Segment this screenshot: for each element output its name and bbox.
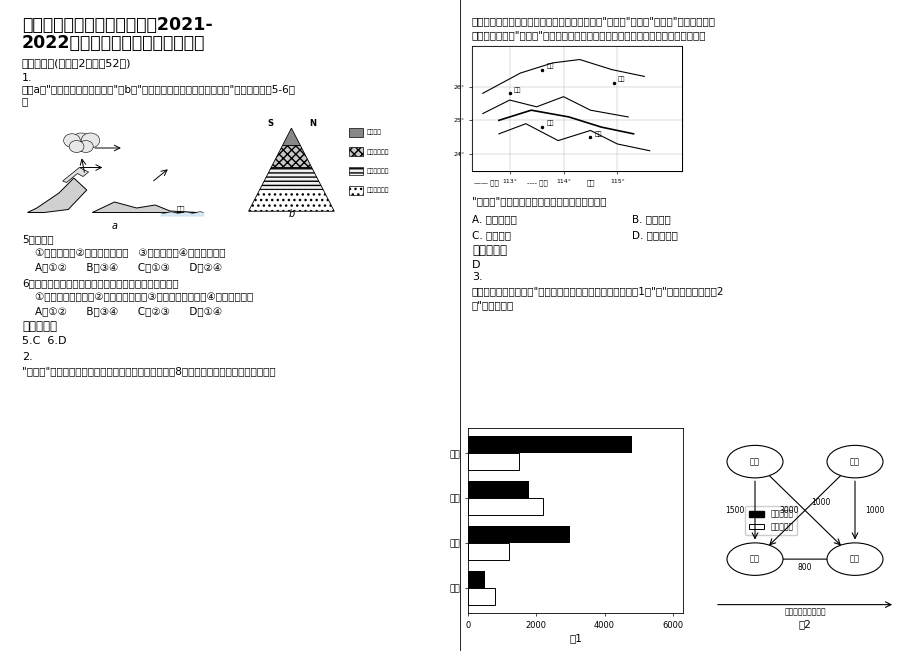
Text: 2.: 2. [22, 352, 33, 362]
Text: 红色砂砾岩山区，同时也是革命老区，故被称为"红三角"地区。"红三角"地区以广州南: 红色砂砾岩山区，同时也是革命老区，故被称为"红三角"地区。"红三角"地区以广州南 [471, 16, 715, 26]
Text: ①坡面汇流速度加快②水汽输送量减少③蒸腾、蒸发量加大④地下经流减少: ①坡面汇流速度加快②水汽输送量减少③蒸腾、蒸发量加大④地下经流减少 [22, 292, 253, 302]
Polygon shape [259, 167, 323, 189]
Text: A. 热量、光照: A. 热量、光照 [471, 214, 516, 224]
Text: 参考答案：: 参考答案： [471, 244, 506, 257]
Text: 。: 。 [22, 96, 28, 106]
Text: 针阔混交林带: 针阔混交林带 [367, 149, 390, 154]
Bar [468, 498, 542, 515]
Bar [471, 46, 681, 171]
Text: B. 光照、水: B. 光照、水 [631, 214, 670, 224]
Text: a: a [111, 221, 118, 231]
Polygon shape [282, 128, 301, 146]
Text: S: S [267, 118, 273, 128]
Text: 参考答案：: 参考答案： [22, 320, 57, 333]
Bar [348, 128, 362, 137]
Ellipse shape [826, 445, 882, 478]
Bar [468, 526, 570, 543]
Text: 落叶阔叶林带: 落叶阔叶林带 [367, 168, 390, 174]
Text: 常绿阔叶林带: 常绿阔叶林带 [367, 187, 390, 193]
Text: A．①②      B．③④      C．①③      D．②④: A．①② B．③④ C．①③ D．②④ [22, 262, 221, 272]
Text: 海面: 海面 [176, 205, 185, 212]
Circle shape [63, 133, 80, 147]
Text: D: D [471, 260, 480, 270]
Text: —— 省界: —— 省界 [473, 179, 498, 186]
Text: 3.: 3. [471, 272, 482, 282]
Bar [468, 436, 631, 453]
Text: 劳动力人口迁移数量: 劳动力人口迁移数量 [783, 607, 825, 616]
Text: ）"。读图回答: ）"。读图回答 [471, 300, 514, 310]
Text: 1000: 1000 [865, 506, 884, 515]
Text: 下面为甲、乙、丙、丁"四个城市某年人口自然增长率图（图1）"和"劳动力迁移图（图2: 下面为甲、乙、丙、丁"四个城市某年人口自然增长率图（图1）"和"劳动力迁移图（图… [471, 286, 724, 296]
Polygon shape [248, 189, 334, 212]
Text: 下图a为"某地海陆水循环示意图"，b为"该地甲山自然带垂直分布示意图"。读图，完成5-6题: 下图a为"某地海陆水循环示意图"，b为"该地甲山自然带垂直分布示意图"。读图，完… [22, 84, 296, 94]
Circle shape [70, 133, 92, 151]
Text: 沙为平台，牵线"珠三角"，共建华南经济圈规划，形成良好的资源互补。读图，回答: 沙为平台，牵线"珠三角"，共建华南经济圈规划，形成良好的资源互补。读图，回答 [471, 30, 706, 40]
Polygon shape [62, 167, 88, 182]
Circle shape [81, 133, 99, 148]
Text: "红三角"地区发展粮食生产的主要限制性因素是: "红三角"地区发展粮食生产的主要限制性因素是 [471, 196, 606, 206]
Bar [468, 453, 518, 471]
Text: 一、选择题(每小题2分，共52分): 一、选择题(每小题2分，共52分) [22, 58, 131, 68]
Text: 赣州: 赣州 [546, 63, 553, 69]
Text: 图2: 图2 [798, 619, 811, 630]
Circle shape [78, 141, 93, 152]
Text: 1000: 1000 [811, 498, 830, 506]
Text: 郴州: 郴州 [594, 131, 602, 137]
Ellipse shape [826, 543, 882, 575]
Text: 韶关: 韶关 [546, 121, 553, 126]
Polygon shape [92, 202, 198, 212]
Text: 乙城: 乙城 [849, 457, 859, 466]
Text: 丁城: 丁城 [849, 555, 859, 564]
Text: 甲城: 甲城 [749, 457, 759, 466]
Text: ---- 铁路: ---- 铁路 [527, 179, 547, 186]
Text: 1.: 1. [22, 73, 32, 83]
Text: 丙城: 丙城 [749, 555, 759, 564]
Text: 5．该区域: 5．该区域 [22, 234, 53, 244]
Text: ①地势起伏大②冰川侵蚀作用强   ③夏季降水多④河流含沙量大: ①地势起伏大②冰川侵蚀作用强 ③夏季降水多④河流含沙量大 [22, 248, 225, 258]
Bar [348, 167, 362, 175]
Text: A．①②      B．③④      C．②③      D．①④: A．①② B．③④ C．②③ D．①④ [22, 306, 221, 316]
Text: 5.C  6.D: 5.C 6.D [22, 336, 66, 346]
Text: 山脉: 山脉 [586, 179, 595, 186]
Text: 图1: 图1 [569, 633, 582, 643]
Ellipse shape [726, 445, 782, 478]
Polygon shape [28, 178, 86, 212]
Bar [468, 570, 484, 588]
Text: 2022学年高三地理模拟试卷含解析: 2022学年高三地理模拟试卷含解析 [22, 34, 205, 52]
Text: 6．若甲山森林急剧减少，对当地水循环的影响将主要有: 6．若甲山森林急剧减少，对当地水循环的影响将主要有 [22, 278, 178, 288]
Text: "红三角"经济圈包括江西赣州、广东韶关、湖南郴州的8万平方千米土地。由于三市都属于: "红三角"经济圈包括江西赣州、广东韶关、湖南郴州的8万平方千米土地。由于三市都属… [22, 366, 276, 376]
Text: 郴州: 郴州 [514, 87, 521, 92]
Text: 浙江省丽水市莲都区碧湖中学2021-: 浙江省丽水市莲都区碧湖中学2021- [22, 16, 212, 34]
Text: 1500: 1500 [724, 506, 743, 515]
Text: N: N [309, 118, 316, 128]
Text: C. 水、地形: C. 水、地形 [471, 230, 510, 240]
Bar [348, 186, 362, 195]
Text: b: b [288, 210, 294, 219]
Bar [468, 481, 528, 498]
Ellipse shape [726, 543, 782, 575]
Bar [468, 588, 494, 605]
Text: D. 地形、土壤: D. 地形、土壤 [631, 230, 677, 240]
Text: 针叶林带: 针叶林带 [367, 130, 381, 135]
Text: 赣州: 赣州 [618, 77, 625, 83]
Bar [348, 147, 362, 156]
Circle shape [69, 141, 84, 152]
Bar [468, 543, 508, 560]
Text: 800: 800 [797, 562, 811, 572]
Text: 3000: 3000 [778, 506, 798, 515]
Polygon shape [271, 146, 312, 167]
Legend: 人口出生数, 人口死亡数: 人口出生数, 人口死亡数 [744, 506, 797, 535]
